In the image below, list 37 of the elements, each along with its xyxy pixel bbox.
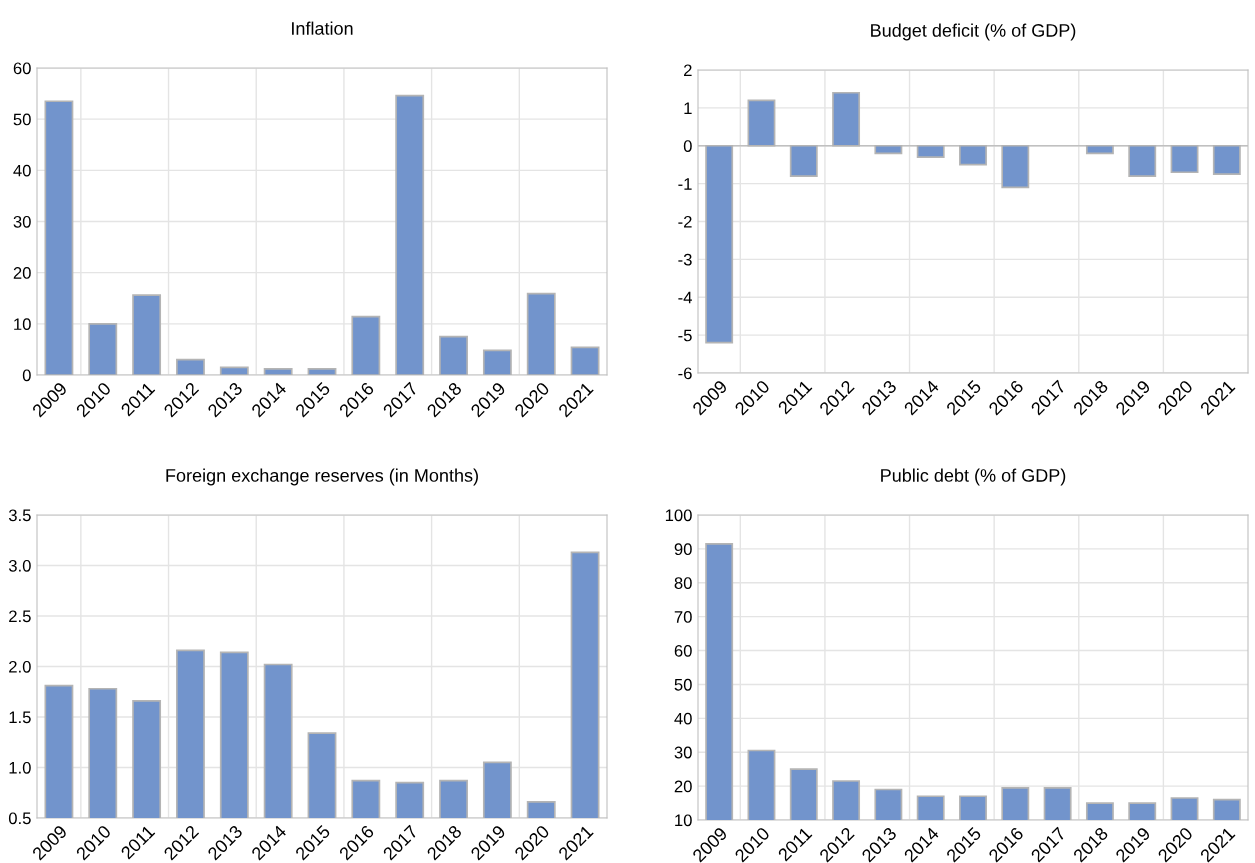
y-tick-label: -4: [678, 291, 692, 304]
y-tick-label: 40: [13, 164, 31, 177]
y-tick-label: 100: [665, 509, 692, 522]
y-tick-label: 50: [674, 678, 692, 691]
y-tick-label: 70: [674, 611, 692, 623]
y-tick-label: 2.0: [9, 660, 31, 673]
y-tick-label: -1: [678, 178, 692, 190]
y-tick-label: 1: [684, 102, 692, 114]
y-tick-label: 2.5: [9, 610, 31, 623]
y-tick-label: 10: [675, 814, 692, 827]
y-tick-label: -6: [678, 367, 692, 380]
y-tick-label: 60: [13, 62, 31, 75]
y-tick-label: 50: [13, 113, 31, 126]
y-tick-label: 0: [22, 369, 31, 382]
y-tick-label: 90: [674, 543, 692, 556]
y-tick-label: 30: [13, 215, 31, 228]
y-tick-label: 3.0: [8, 559, 31, 572]
chart-title: Budget deficit (% of GDP): [871, 23, 1076, 41]
y-tick-label: 3.5: [8, 509, 31, 522]
y-tick-label: 0: [683, 140, 692, 152]
y-tick-label: 1.0: [9, 761, 31, 774]
y-tick-label: 60: [674, 644, 692, 657]
chart-title: Foreign exchange reserves (in Months): [166, 468, 478, 486]
y-tick-label: 40: [674, 712, 692, 725]
y-tick-label: 0.5: [8, 812, 31, 825]
chart-title: Public debt (% of GDP): [881, 468, 1066, 486]
y-tick-label: 1.5: [9, 711, 31, 724]
y-tick-label: 20: [674, 780, 692, 793]
y-tick-label: 10: [14, 318, 31, 331]
y-tick-label: 80: [674, 577, 692, 589]
y-tick-label: 20: [13, 267, 31, 279]
y-tick-label: -5: [678, 329, 692, 342]
y-tick-label: 30: [674, 746, 692, 759]
y-tick-label: -3: [678, 253, 692, 266]
y-tick-label: 2: [684, 64, 692, 77]
chart-title: Inflation: [292, 21, 353, 35]
y-tick-label: -2: [678, 215, 692, 228]
